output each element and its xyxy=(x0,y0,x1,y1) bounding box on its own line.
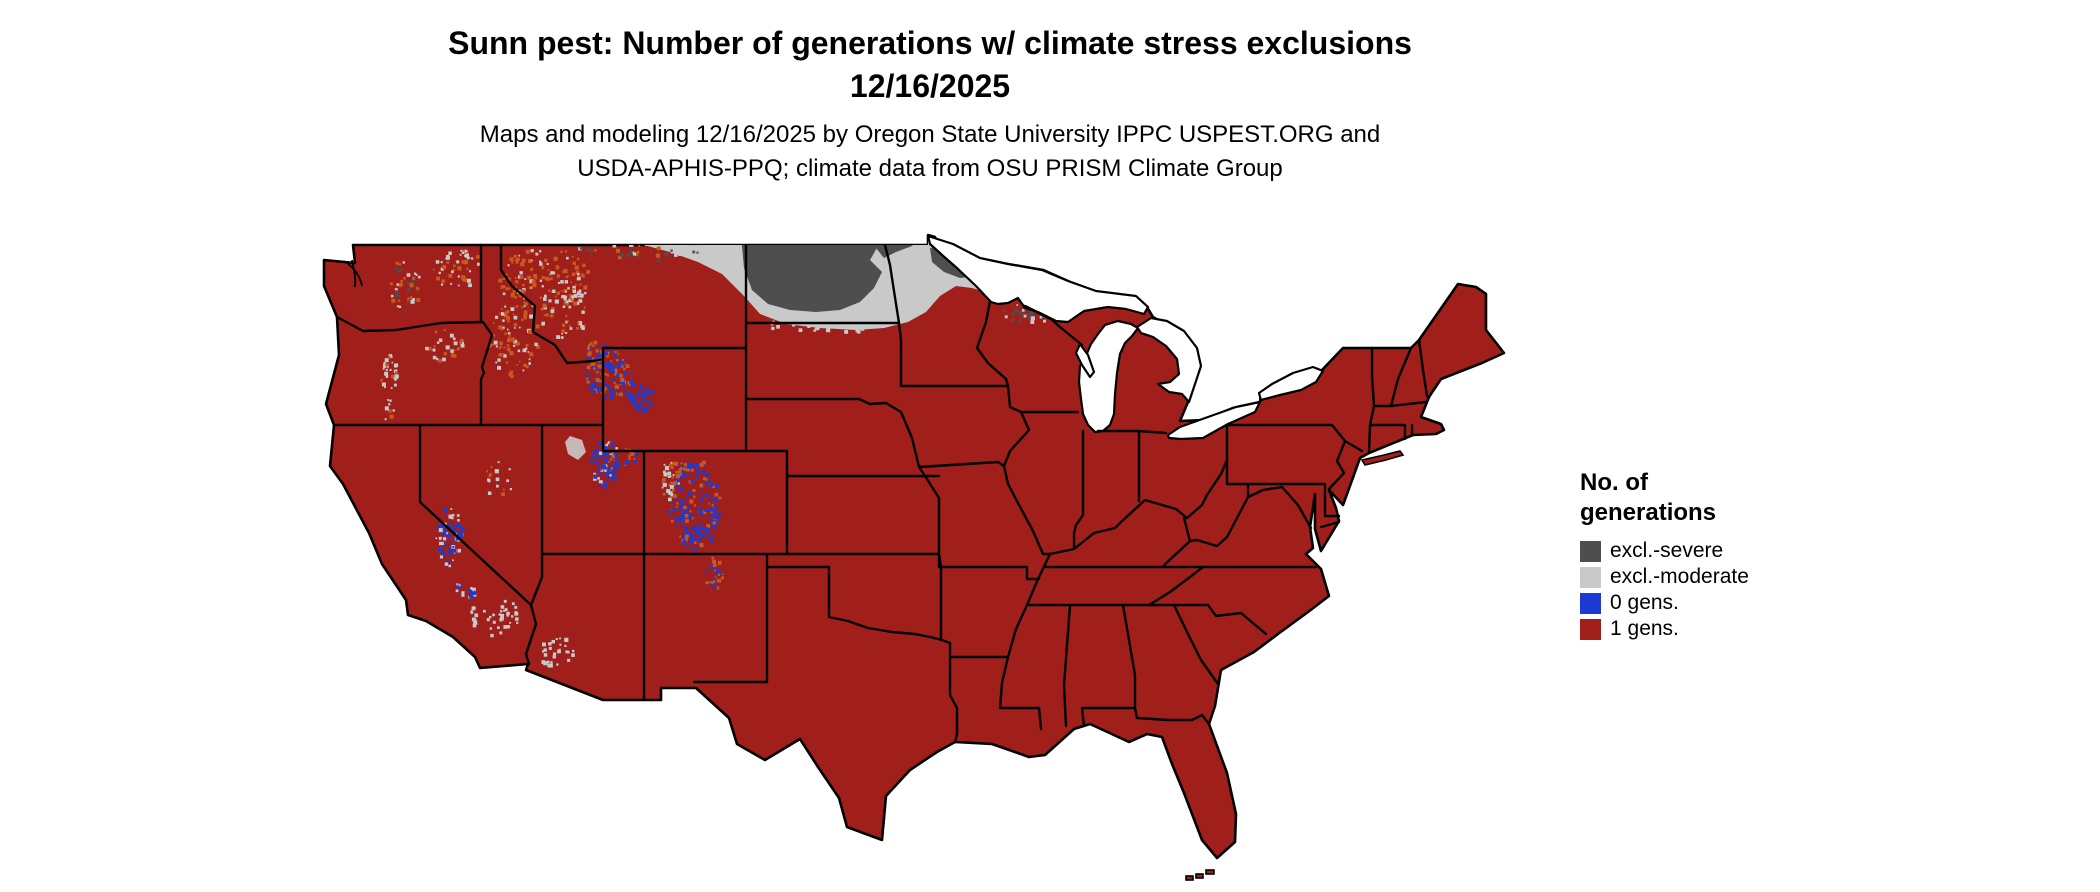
lake-superior xyxy=(926,234,1150,324)
legend-label: excl.-severe xyxy=(1610,539,1724,562)
legend-heading-line-2: generations xyxy=(1580,499,1717,526)
legend-label: 0 gens. xyxy=(1610,591,1679,614)
subtitle-line-1: Maps and modeling 12/16/2025 by Oregon S… xyxy=(479,121,1381,148)
legend: No. of generations excl.-severe excl.-mod… xyxy=(1580,468,1840,642)
legend-label: excl.-moderate xyxy=(1610,565,1749,588)
puget-sound-detail xyxy=(345,259,363,288)
map-subtitle: Maps and modeling 12/16/2025 by Oregon S… xyxy=(0,118,1860,186)
us-generations-map xyxy=(322,233,1506,881)
subtitle-line-2: USDA-APHIS-PPQ; climate data from OSU PR… xyxy=(577,155,1283,182)
title-line-2: 12/16/2025 xyxy=(849,68,1011,104)
map-title: Sunn pest: Number of generations w/ clim… xyxy=(0,22,1860,108)
long-island xyxy=(1360,450,1405,466)
legend-item-1-gens: 1 gens. xyxy=(1580,616,1840,642)
legend-swatch xyxy=(1580,618,1601,640)
exclusion-severe-region-1 xyxy=(741,236,882,312)
legend-item-excl-severe: excl.-severe xyxy=(1580,538,1840,564)
legend-label: 1 gens. xyxy=(1610,617,1679,640)
legend-heading-line-1: No. of xyxy=(1580,469,1648,496)
state-borders xyxy=(333,243,1429,744)
florida-keys xyxy=(1185,869,1215,881)
lake-huron xyxy=(1135,316,1203,404)
elevation-speckles xyxy=(380,236,1051,668)
green-bay xyxy=(1074,342,1096,379)
lake-erie xyxy=(1166,400,1262,441)
legend-items: excl.-severe excl.-moderate 0 gens. 1 gens. xyxy=(1580,538,1840,642)
legend-item-0-gens: 0 gens. xyxy=(1580,590,1840,616)
legend-swatch xyxy=(1580,540,1601,562)
lake-ontario xyxy=(1257,365,1325,402)
great-salt-lake xyxy=(565,436,586,460)
legend-item-excl-moderate: excl.-moderate xyxy=(1580,564,1840,590)
title-line-1: Sunn pest: Number of generations w/ clim… xyxy=(448,25,1412,61)
legend-swatch xyxy=(1580,592,1601,614)
great-lakes xyxy=(926,234,1325,441)
legend-heading: No. of generations xyxy=(1580,468,1840,528)
legend-swatch xyxy=(1580,566,1601,588)
